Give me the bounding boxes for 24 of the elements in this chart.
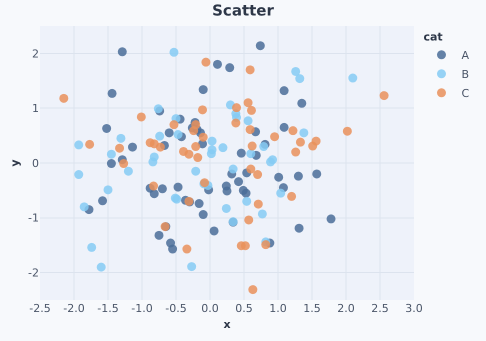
legend-label: C (461, 87, 470, 100)
x-tick-label: 1.5 (303, 302, 321, 315)
y-tick-label: 2 (32, 47, 39, 60)
legend-label: B (461, 68, 470, 82)
x-tick-label: 1.0 (269, 302, 287, 315)
x-tick-label: -2.5 (29, 302, 51, 315)
chart-title: Scatter (212, 2, 274, 20)
x-tick-label: 0.5 (235, 302, 253, 315)
x-tick-label: 3.0 (405, 302, 423, 315)
y-tick-label: -1 (28, 212, 39, 225)
x-tick-label: 2.5 (371, 302, 389, 315)
y-tick-label: 1 (32, 102, 39, 116)
y-tick-label: -2 (28, 266, 39, 280)
x-tick-label: 2.0 (337, 302, 355, 315)
x-tick-label: 0.0 (201, 302, 219, 315)
x-tick-label: -2.0 (63, 302, 85, 315)
legend-title: cat (423, 30, 443, 44)
x-tick-label: -1.0 (131, 302, 153, 315)
y-tick-label: 0 (32, 156, 39, 170)
legend-label: A (461, 49, 470, 62)
x-tick-label: -1.5 (97, 302, 119, 315)
y-axis-title: y (8, 159, 22, 167)
x-tick-label: -0.5 (165, 302, 187, 315)
x-axis-title: x (223, 318, 231, 332)
